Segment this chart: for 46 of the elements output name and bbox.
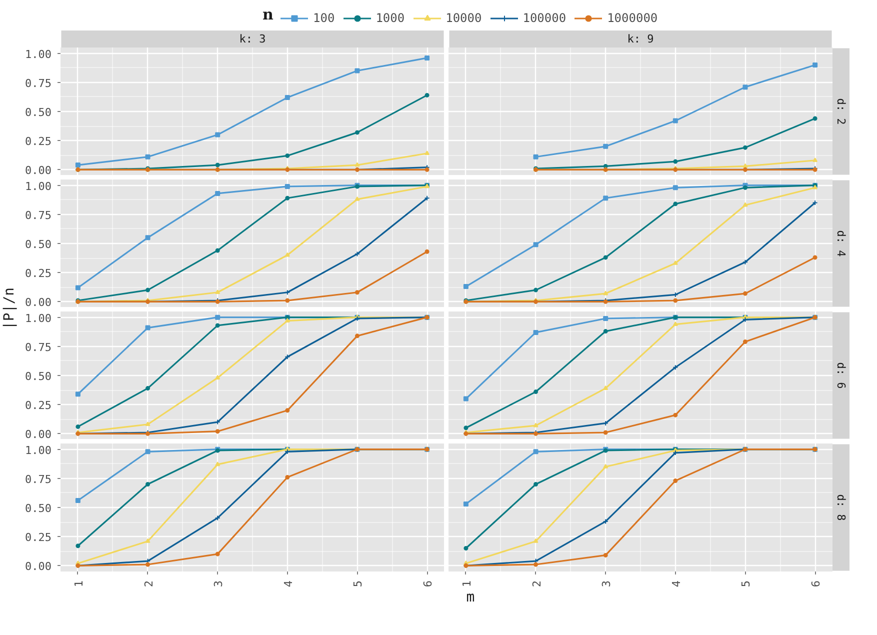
chart-title: k: 3	[239, 32, 266, 46]
x-tick-label: 5	[352, 580, 365, 588]
text: d: 4	[834, 230, 848, 258]
y-tick-label: 0.00	[25, 560, 52, 574]
x-tick-label: 1	[72, 580, 86, 588]
y-tick-label: 0.50	[25, 238, 52, 251]
y-axis-title: |P|/n	[2, 287, 18, 330]
y-tick-label: 0.50	[25, 106, 52, 119]
y-tick-label: 1.00	[25, 312, 52, 325]
y-tick-label: 1.00	[25, 48, 52, 61]
y-tick-label: 0.00	[25, 296, 52, 310]
y-tick-label: 0.75	[25, 208, 52, 222]
x-tick-label: 6	[810, 580, 823, 588]
x-tick-label: 6	[422, 580, 435, 588]
x-tick-label: 2	[142, 580, 156, 588]
y-tick-label: 0.00	[25, 428, 52, 442]
y-tick-label: 0.75	[25, 76, 52, 90]
x-tick-label: 1	[460, 580, 474, 588]
legend-label: 10000	[446, 11, 482, 25]
x-axis-title: m	[466, 590, 475, 606]
chart-title: k: 9	[627, 32, 654, 46]
y-tick-label: 0.75	[25, 340, 52, 354]
y-tick-label: 1.00	[25, 444, 52, 457]
legend-label: 100	[313, 11, 335, 25]
y-tick-label: 0.75	[25, 472, 52, 486]
y-tick-label: 0.25	[25, 399, 52, 412]
legend-title: n	[262, 6, 274, 24]
x-tick-label: 4	[670, 580, 683, 588]
x-tick-label: 2	[530, 580, 544, 588]
x-tick-label: 3	[600, 580, 614, 588]
y-tick-label: 0.50	[25, 370, 52, 383]
text: d: 2	[834, 98, 848, 125]
x-tick-label: 3	[212, 580, 226, 588]
x-tick-label: 5	[740, 580, 753, 588]
y-tick-label: 0.25	[25, 135, 52, 148]
legend-label: 1000	[376, 11, 405, 25]
y-tick-label: 1.00	[25, 180, 52, 193]
legend-label: 100000	[522, 11, 566, 25]
text: d: 8	[834, 494, 848, 521]
y-tick-label: 0.50	[25, 502, 52, 515]
legend-label: 1000000	[607, 11, 658, 25]
text: d: 6	[834, 362, 848, 389]
y-tick-label: 0.25	[25, 267, 52, 280]
x-tick-label: 4	[282, 580, 295, 588]
y-tick-label: 0.00	[25, 164, 52, 178]
y-tick-label: 0.25	[25, 531, 52, 544]
